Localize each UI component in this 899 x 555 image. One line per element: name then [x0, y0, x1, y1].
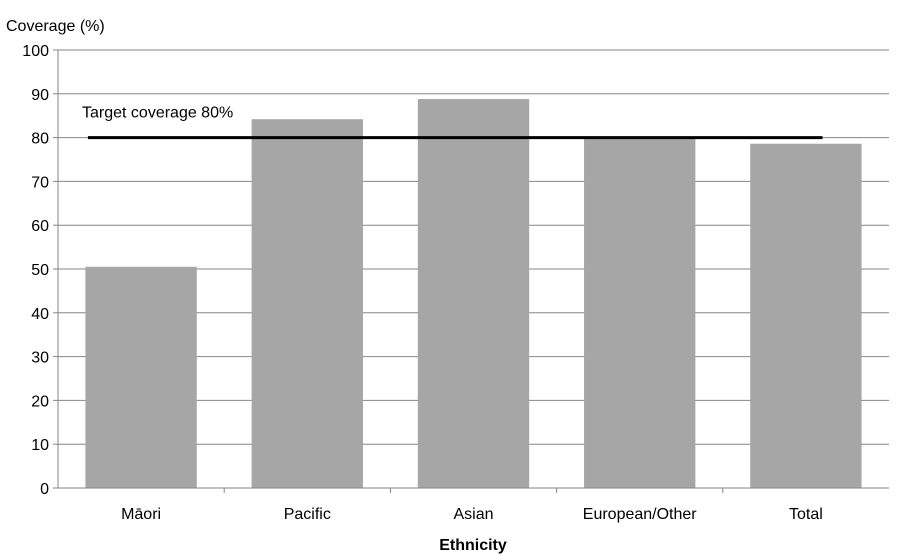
y-tick-label: 0	[40, 481, 49, 498]
y-tick-label: 90	[31, 87, 49, 104]
target-line-label: Target coverage 80%	[82, 105, 233, 122]
y-ticks: 0 10 20 30 40 50 60 70 80 90 100	[22, 43, 58, 498]
y-tick-label: 80	[31, 131, 49, 148]
y-tick-label: 60	[31, 218, 49, 235]
y-axis-title: Coverage (%)	[6, 18, 105, 35]
y-tick-label: 30	[31, 350, 49, 367]
bar	[251, 119, 363, 488]
x-tick-label: Māori	[121, 506, 161, 523]
x-tick-label: Pacific	[284, 506, 331, 523]
x-tick-label: Asian	[453, 506, 493, 523]
bar	[750, 143, 862, 488]
y-tick-label: 20	[31, 393, 49, 410]
bar	[417, 99, 530, 488]
bars	[85, 99, 862, 488]
x-ticks: Māori Pacific Asian European/Other Total	[121, 488, 823, 523]
bar	[584, 138, 696, 488]
y-tick-label: 40	[31, 306, 49, 323]
y-tick-label: 50	[31, 262, 49, 279]
x-tick-label: Total	[789, 506, 823, 523]
x-axis-title: Ethnicity	[439, 537, 507, 554]
y-tick-label: 100	[22, 43, 49, 60]
x-tick-label: European/Other	[583, 506, 698, 523]
y-tick-label: 70	[31, 174, 49, 191]
bar	[85, 266, 197, 488]
y-tick-label: 10	[31, 437, 49, 454]
